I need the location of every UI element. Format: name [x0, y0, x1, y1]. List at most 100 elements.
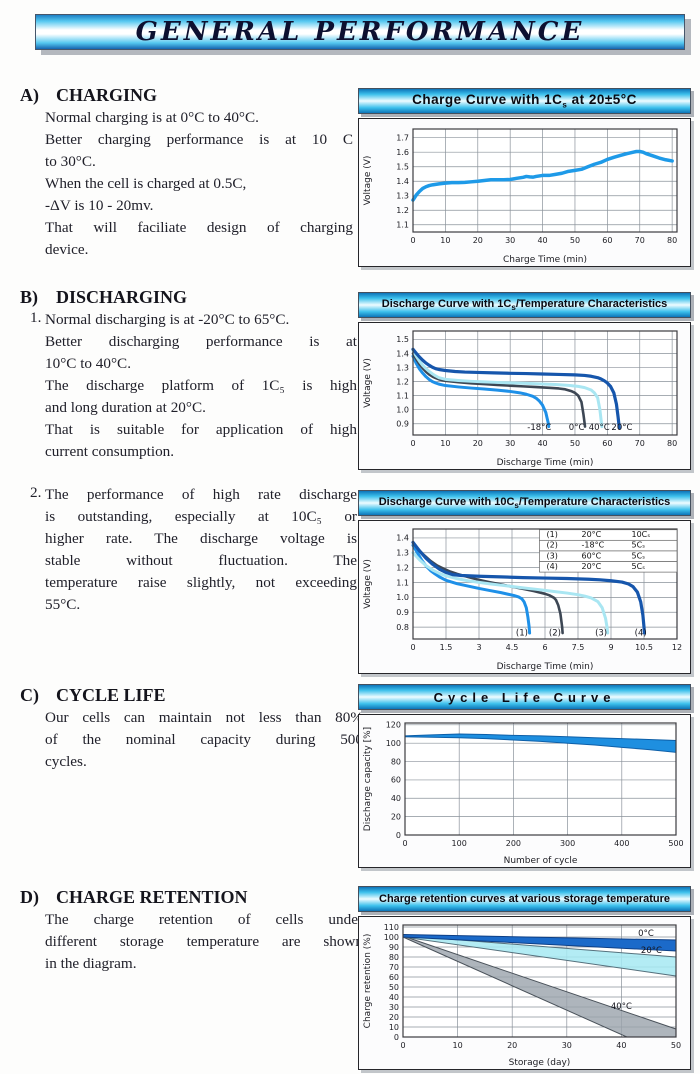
svg-text:(1): (1) [516, 628, 528, 638]
svg-text:0.9: 0.9 [396, 420, 409, 429]
svg-text:0: 0 [402, 839, 407, 848]
chart3-title-sub: s [514, 501, 519, 511]
svg-text:0°C: 0°C [638, 929, 654, 939]
svg-text:10Cₛ: 10Cₛ [632, 530, 651, 539]
svg-text:80: 80 [389, 953, 399, 962]
svg-text:100: 100 [452, 839, 467, 848]
svg-text:60: 60 [389, 973, 399, 982]
svg-text:-18°C: -18°C [527, 423, 551, 433]
chart4-title-pre: Cycle Life Curve [433, 689, 616, 705]
text-line: in the diagram. [45, 955, 137, 972]
svg-text:10.5: 10.5 [635, 643, 653, 652]
chart2-title-sub: s [511, 303, 516, 313]
svg-text:50: 50 [570, 439, 580, 448]
svg-text:40: 40 [537, 236, 547, 245]
text-line: current consumption. [45, 443, 175, 460]
svg-text:90: 90 [389, 943, 399, 952]
chart1-title-post: at 20±5°C [567, 92, 637, 108]
svg-text:-18°C: -18°C [582, 541, 605, 550]
svg-text:(3): (3) [595, 628, 607, 638]
svg-text:Discharge capacity [%]: Discharge capacity [%] [363, 727, 373, 831]
svg-text:0.9: 0.9 [396, 608, 409, 617]
svg-text:30: 30 [562, 1041, 572, 1050]
chart5-title: Charge retention curves at various stora… [379, 893, 670, 905]
svg-text:40: 40 [616, 1041, 626, 1050]
section-d-text: The charge retention of cells under diff… [45, 909, 363, 975]
chart2-title-post: /Temperature Characteristics [515, 297, 668, 310]
svg-text:60: 60 [602, 236, 612, 245]
svg-text:20°C: 20°C [641, 946, 662, 956]
text-line: device. [45, 241, 89, 258]
svg-text:110: 110 [384, 923, 399, 932]
svg-text:1.0: 1.0 [396, 593, 409, 602]
svg-text:1.5: 1.5 [440, 643, 453, 652]
svg-text:Voltage (V): Voltage (V) [363, 358, 373, 408]
charge-curve-chart: 0 10 20 30 40 50 60 70 80 1.1 1.2 1.3 1.4 1.5 1.6 1.7 Ch… [358, 118, 691, 267]
section-a-heading: A) CHARGING [20, 85, 157, 106]
svg-text:1.4: 1.4 [396, 349, 409, 358]
text-line: higher rate. The discharge voltage is [45, 530, 357, 547]
svg-text:(4): (4) [547, 562, 558, 571]
svg-text:1.0: 1.0 [396, 406, 409, 415]
svg-text:1.2: 1.2 [396, 377, 409, 386]
chart1-header: Charge Curve with 1Cs at 20±5°C [358, 88, 691, 114]
section-b-item1-text: Normal discharging is at -20°C to 65°C. … [45, 309, 357, 463]
svg-text:(2): (2) [549, 628, 561, 638]
svg-text:1.2: 1.2 [396, 563, 409, 572]
charge-retention-chart: 0 10 20 30 40 50 0 10 20 30 40 50 60 70 80 90 100 110 Stor… [358, 916, 691, 1070]
svg-text:1.2: 1.2 [396, 206, 409, 215]
section-a-text: Normal charging is at 0°C to 40°C. Bette… [45, 107, 353, 261]
section-b-label: B) [20, 287, 38, 307]
svg-text:60: 60 [391, 776, 401, 785]
svg-text:Discharge Time (min): Discharge Time (min) [497, 458, 594, 468]
chart5-header: Charge retention curves at various stora… [358, 886, 691, 912]
svg-text:40°C: 40°C [611, 1002, 632, 1012]
svg-text:1.6: 1.6 [396, 148, 409, 157]
svg-text:0: 0 [410, 236, 415, 245]
list-item-number: 1. [30, 309, 42, 326]
svg-text:0: 0 [400, 1041, 405, 1050]
svg-text:0.8: 0.8 [396, 623, 409, 632]
text-line: Normal discharging is at -20°C to 65°C. [45, 311, 290, 328]
svg-text:80: 80 [667, 439, 677, 448]
svg-text:4.5: 4.5 [506, 643, 519, 652]
chart3-header: Discharge Curve with 10Cs/Temperature Ch… [358, 490, 691, 516]
svg-text:40: 40 [537, 439, 547, 448]
chart1-title-pre: Charge Curve with 1C [412, 92, 563, 108]
svg-text:300: 300 [560, 839, 575, 848]
svg-text:7.5: 7.5 [572, 643, 585, 652]
text-line: That is suitable for application of high [45, 421, 357, 438]
text-line: The discharge platform of 1C₅ is high [45, 377, 357, 394]
svg-text:100: 100 [386, 739, 401, 748]
text-line: Better discharging performance is at [45, 333, 357, 350]
text-line: When the cell is charged at 0.5C, [45, 175, 247, 192]
text-line: 55°C. [45, 596, 81, 613]
svg-text:12: 12 [672, 643, 682, 652]
svg-text:20°C: 20°C [582, 562, 602, 571]
svg-text:Number of cycle: Number of cycle [504, 856, 578, 866]
svg-text:Voltage (V): Voltage (V) [363, 156, 373, 206]
section-c-heading: C) CYCLE LIFE [20, 685, 166, 706]
svg-text:400: 400 [614, 839, 629, 848]
text-line: of the nominal capacity during 500 [45, 731, 363, 748]
svg-text:80: 80 [667, 236, 677, 245]
chart1-title: Charge Curve with 1Cs at 20±5°C [412, 92, 637, 110]
svg-text:Discharge Time (min): Discharge Time (min) [497, 662, 594, 672]
section-c-title: CYCLE LIFE [56, 685, 166, 705]
svg-text:(1): (1) [547, 530, 558, 539]
svg-text:120: 120 [386, 721, 401, 730]
svg-text:70: 70 [389, 963, 399, 972]
section-b-item2-text: The performance of high rate discharge i… [45, 484, 357, 616]
svg-text:1.5: 1.5 [396, 335, 409, 344]
svg-text:10: 10 [440, 236, 450, 245]
text-line: Our cells can maintain not less than 80% [45, 709, 363, 726]
discharge-1c-chart: 0 10 20 30 40 50 60 70 80 0.9 1.0 1.1 1.2 1.3 1.4 1.5 Di… [358, 322, 691, 470]
svg-text:60°C: 60°C [582, 551, 602, 560]
text-line: 10°C to 40°C. [45, 355, 131, 372]
svg-text:20: 20 [507, 1041, 517, 1050]
section-b-heading: B) DISCHARGING [20, 287, 187, 308]
text-line: stable without fluctuation. The [45, 552, 357, 569]
svg-text:5Cₛ: 5Cₛ [632, 541, 646, 550]
svg-text:20: 20 [391, 812, 401, 821]
svg-text:5Cₛ: 5Cₛ [632, 562, 646, 571]
